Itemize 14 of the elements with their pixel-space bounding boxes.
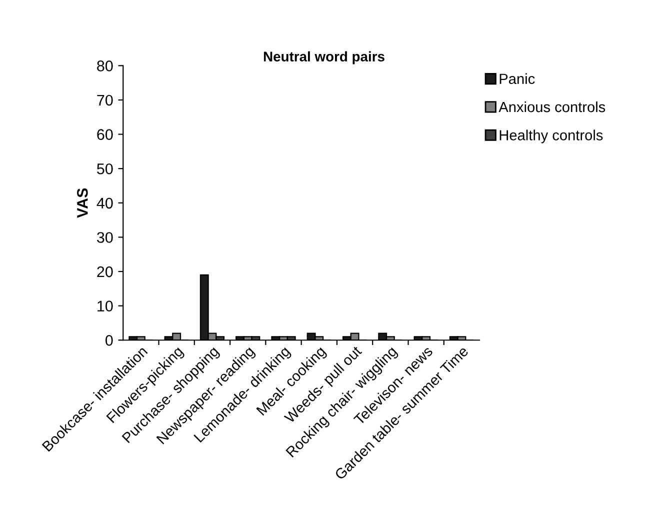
chart-title: Neutral word pairs [264,51,384,64]
y-tick-label: 10 [98,300,113,312]
legend-label: Anxious controls [498,101,606,112]
y-tick-label: 20 [97,266,113,278]
y-tick-label: 70 [97,94,113,106]
y-tick-label: 80 [97,60,113,72]
y-tick-label: 0 [106,334,113,346]
y-tick-label: 30 [96,232,113,243]
y-tick-label: 40 [96,198,113,209]
y-tick-label: 60 [97,129,113,140]
legend-label: Panic [500,73,535,84]
legend-label: Healthy controls [500,130,603,144]
y-axis-title: VAS [77,188,88,218]
y-tick-label: 50 [97,163,113,174]
